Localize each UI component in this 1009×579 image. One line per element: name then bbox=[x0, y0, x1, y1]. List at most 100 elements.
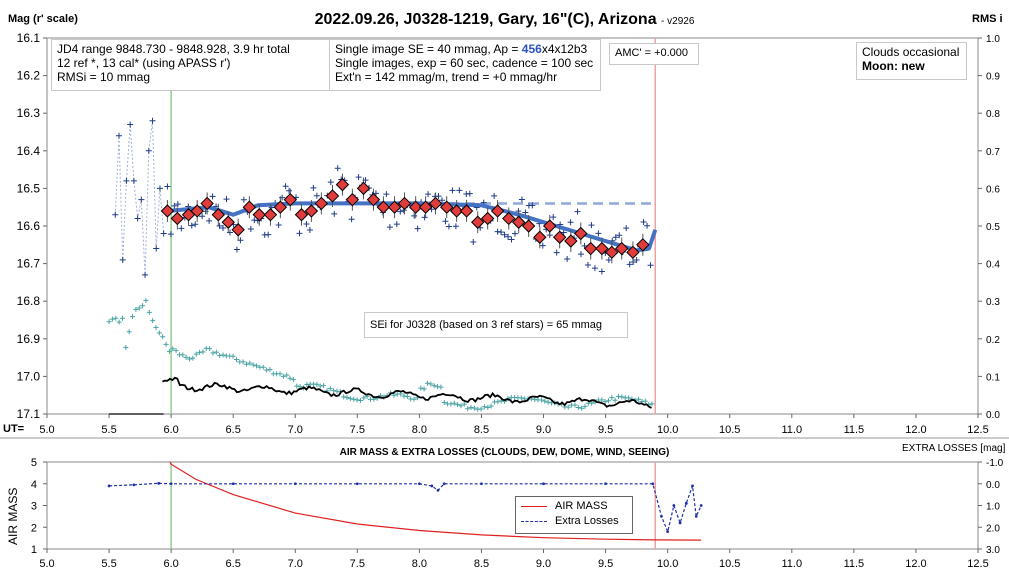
single-image-point bbox=[522, 209, 529, 216]
single-image-point bbox=[553, 249, 560, 256]
lower-x-tick-label: 9.5 bbox=[598, 558, 613, 570]
rms-point bbox=[575, 404, 581, 410]
aperture-value: 456 bbox=[521, 42, 542, 56]
rms-point bbox=[153, 325, 159, 331]
extra-losses-point bbox=[699, 504, 703, 507]
x-tick-label: 8.0 bbox=[412, 424, 427, 436]
rms-point bbox=[287, 375, 293, 381]
binned-point bbox=[543, 219, 557, 233]
single-image-point bbox=[498, 229, 505, 236]
lower-x-tick-label: 5.5 bbox=[101, 558, 116, 570]
rms-point bbox=[294, 383, 300, 389]
air-mass-line bbox=[169, 461, 702, 541]
binned-point bbox=[459, 204, 474, 218]
rms-point bbox=[612, 397, 618, 403]
rms-point bbox=[290, 377, 296, 383]
info-range-line: JD4 range 9848.730 - 9848.928, 3.9 hr to… bbox=[57, 42, 290, 56]
extra-losses-point bbox=[691, 484, 694, 488]
binned-point bbox=[376, 200, 391, 214]
rms-point bbox=[116, 319, 122, 325]
rms-point bbox=[357, 398, 363, 404]
single-image-point bbox=[206, 217, 213, 224]
single-image-point bbox=[393, 221, 400, 228]
binned-point bbox=[428, 196, 443, 211]
lower-x-tick-label: 12.5 bbox=[967, 558, 988, 570]
binned-point bbox=[480, 211, 495, 226]
binned-point bbox=[615, 241, 629, 256]
rms-point bbox=[277, 371, 283, 377]
binned-point bbox=[304, 204, 319, 218]
sei-text: SEi for J0328 (based on 3 ref stars) = 6… bbox=[370, 319, 603, 331]
rms-point bbox=[481, 404, 487, 410]
rms-point bbox=[361, 395, 367, 401]
extra-losses-point bbox=[694, 514, 698, 518]
single-image-point bbox=[199, 213, 206, 220]
rms-point bbox=[572, 402, 578, 408]
amc-box: AMC' = +0.000 bbox=[609, 43, 699, 65]
single-image-point bbox=[591, 265, 598, 272]
single-image-point bbox=[112, 211, 119, 218]
rms-point bbox=[156, 330, 162, 336]
extra-losses-point bbox=[293, 482, 297, 486]
extra-losses-point bbox=[442, 482, 446, 486]
extra-losses-point bbox=[660, 514, 663, 518]
binned-point bbox=[583, 241, 598, 256]
rms-point bbox=[106, 319, 112, 325]
single-image-point bbox=[505, 233, 512, 240]
rms-point bbox=[327, 386, 333, 392]
y2-tick-label: 0.4 bbox=[986, 260, 1000, 271]
lower-x-tick-label: 7.0 bbox=[288, 558, 303, 570]
lower-x-tick-label: 8.5 bbox=[474, 558, 489, 570]
rms-point bbox=[455, 402, 461, 408]
lower-y2-tick-label: 3.0 bbox=[986, 545, 1000, 556]
rms-point bbox=[109, 316, 115, 322]
single-image-point bbox=[452, 223, 459, 230]
single-image-point bbox=[511, 230, 518, 237]
y-tick-label: 16.6 bbox=[17, 219, 41, 233]
extra-losses-point bbox=[684, 501, 688, 505]
single-image-point bbox=[164, 183, 171, 190]
lower-x-tick-label: 8.0 bbox=[412, 558, 427, 570]
lower-panel-title: AIR MASS & EXTRA LOSSES (CLOUDS, DEW, DO… bbox=[339, 447, 670, 458]
single-image-point bbox=[581, 242, 588, 249]
lower-x-tick-label: 12.0 bbox=[905, 558, 926, 570]
y-tick-label: 17.1 bbox=[17, 407, 41, 421]
rms-point bbox=[140, 303, 146, 309]
binned-point bbox=[200, 196, 214, 211]
single-image-point bbox=[130, 177, 137, 184]
single-image-point bbox=[466, 190, 473, 197]
lower-y-axis-label: AIR MASS bbox=[6, 487, 20, 545]
extra-losses-point bbox=[169, 482, 173, 486]
lower-x-tick-label: 6.5 bbox=[226, 558, 241, 570]
rms-point bbox=[428, 381, 434, 387]
main-plot bbox=[106, 38, 658, 415]
x-tick-label: 8.5 bbox=[474, 424, 489, 436]
single-image-point bbox=[626, 261, 633, 268]
conditions-clouds: Clouds occasional bbox=[862, 45, 960, 59]
rms-point bbox=[471, 405, 477, 411]
main-plot-frame: 5.0 5.5 6.0 6.5 7.0 7.5 8.0 8.5 9.0 9.5 10.0 10.5 11… bbox=[17, 31, 1001, 436]
rms-point bbox=[404, 394, 410, 400]
binned-point bbox=[387, 200, 402, 214]
extra-losses-point bbox=[480, 482, 483, 486]
info-ext-line: Ext'n = 142 mmag/m, trend = +0 mmag/hr bbox=[335, 70, 558, 84]
rms-point bbox=[207, 346, 213, 352]
single-image-point bbox=[574, 208, 581, 215]
rms-point bbox=[401, 393, 407, 399]
x-tick-label: 11.5 bbox=[844, 424, 865, 436]
single-image-point bbox=[127, 121, 134, 128]
extra-losses-point bbox=[231, 482, 235, 486]
binned-point bbox=[273, 200, 288, 214]
rms-point bbox=[150, 318, 156, 324]
binned-point bbox=[636, 238, 650, 252]
single-image-point bbox=[633, 256, 640, 263]
lower-y-tick-label: 5 bbox=[31, 457, 37, 469]
single-image-point bbox=[595, 230, 602, 237]
rms-point bbox=[250, 362, 256, 368]
single-image-point bbox=[313, 192, 320, 199]
conditions-moon: Moon: new bbox=[862, 59, 925, 73]
binned-point bbox=[502, 211, 516, 226]
binned-point bbox=[490, 204, 505, 218]
lower-y-tick-label: 4 bbox=[31, 479, 37, 491]
y2-tick-label: 0.3 bbox=[986, 297, 1000, 308]
